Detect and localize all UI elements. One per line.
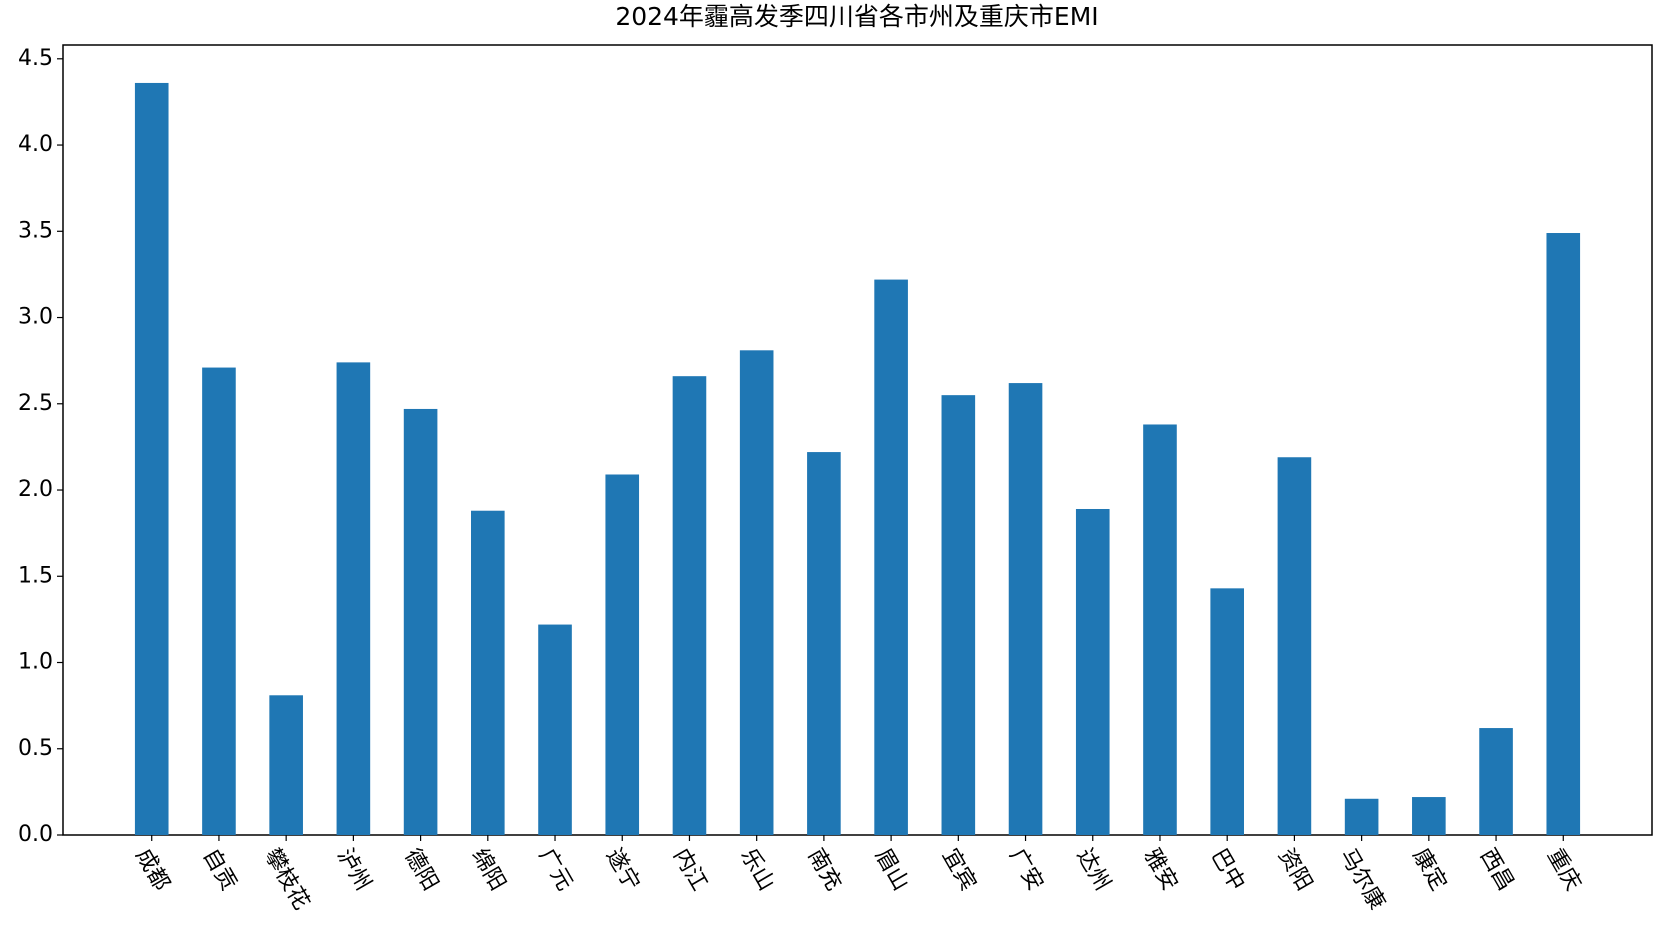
y-tick-label: 3.0 xyxy=(18,305,53,330)
x-tick-label: 泸州 xyxy=(332,844,376,895)
bar xyxy=(1075,508,1110,835)
x-tick-label: 内江 xyxy=(668,844,712,895)
x-tick-label: 资阳 xyxy=(1273,844,1317,895)
x-tick-label: 巴中 xyxy=(1206,844,1250,895)
y-tick-label: 4.5 xyxy=(18,46,53,71)
x-tick-label: 宜宾 xyxy=(937,844,981,895)
bar xyxy=(1546,233,1581,835)
bar xyxy=(807,452,841,835)
chart-title: 2024年霾高发季四川省各市州及重庆市EMI xyxy=(615,2,1098,31)
x-tick-label: 成都 xyxy=(130,844,174,895)
x-tick-label: 德阳 xyxy=(399,844,443,895)
bar xyxy=(403,408,438,835)
bar xyxy=(1008,383,1043,835)
bar xyxy=(1344,798,1379,835)
plot-frame xyxy=(62,44,1653,836)
bar xyxy=(269,695,303,835)
y-tick-label: 1.5 xyxy=(18,563,53,588)
x-tick-label: 重庆 xyxy=(1542,844,1586,895)
bar xyxy=(1143,424,1177,835)
x-tick-label: 雅安 xyxy=(1139,844,1183,895)
bar xyxy=(874,279,908,835)
y-tick-label: 2.5 xyxy=(18,391,53,416)
bar xyxy=(1210,588,1244,835)
bar xyxy=(739,350,774,835)
x-tick-label: 达州 xyxy=(1071,844,1115,895)
x-tick-label: 南充 xyxy=(802,844,846,895)
x-tick-label: 西昌 xyxy=(1475,844,1519,895)
bar xyxy=(672,376,707,835)
x-tick-label: 绵阳 xyxy=(466,844,510,895)
x-tick-label: 马尔康 xyxy=(1335,844,1390,914)
bar xyxy=(336,362,371,835)
bar xyxy=(538,624,572,835)
bar xyxy=(134,82,169,835)
bar xyxy=(605,474,640,835)
y-tick-label: 4.0 xyxy=(18,132,53,157)
x-tick-label: 自贡 xyxy=(198,844,242,895)
bar xyxy=(1277,457,1312,835)
bar xyxy=(1412,797,1446,835)
x-tick-label: 遂宁 xyxy=(601,844,645,895)
x-tick-label: 眉山 xyxy=(870,844,914,895)
y-tick-label: 0.0 xyxy=(18,822,53,847)
y-tick-label: 2.0 xyxy=(18,477,53,502)
y-tick-label: 0.5 xyxy=(18,736,53,761)
bar xyxy=(1479,728,1513,835)
x-tick-label: 乐山 xyxy=(735,844,779,895)
x-tick-label: 广安 xyxy=(1004,844,1048,895)
bar xyxy=(941,395,976,835)
bar xyxy=(202,367,236,835)
x-tick-label: 康定 xyxy=(1407,844,1451,895)
bar xyxy=(471,510,505,835)
x-tick-label: 攀枝花 xyxy=(259,844,314,914)
y-tick-label: 1.0 xyxy=(18,650,53,675)
x-tick-label: 广元 xyxy=(534,844,578,895)
y-tick-label: 3.5 xyxy=(18,218,53,243)
